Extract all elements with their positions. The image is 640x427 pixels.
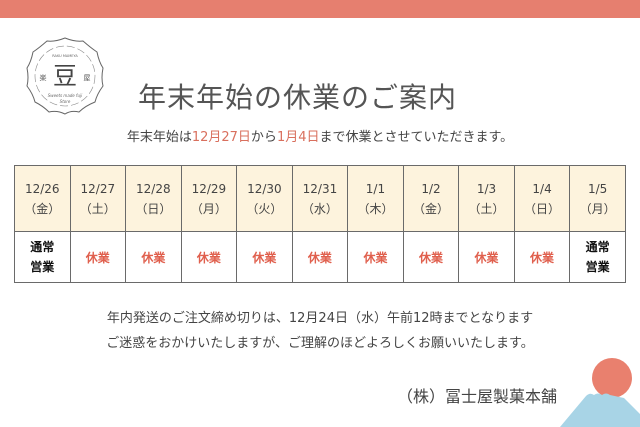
status-text: 休業 xyxy=(196,250,221,265)
weekday: （月） xyxy=(579,201,616,216)
subtitle-text: から xyxy=(250,130,277,145)
status-text: 休業 xyxy=(141,250,166,265)
svg-text:Sweets made fuji: Sweets made fuji xyxy=(48,93,83,98)
date: 12/29 xyxy=(191,181,227,196)
status-closed: 休業 xyxy=(402,231,460,283)
mount-fuji-icon xyxy=(560,358,640,427)
status-text: 休業 xyxy=(252,250,277,265)
date-row: 12/26 （金） 12/27 （土） 12/28 （日） 12/29 （月） 12/30 （火）… xyxy=(14,165,626,232)
end-date: 1月4日 xyxy=(276,130,320,145)
status-text: 通常 xyxy=(30,240,55,254)
date: 1/1 xyxy=(365,181,386,196)
subtitle-text: まで休業とさせていただきます。 xyxy=(319,130,514,145)
status-text: 休業 xyxy=(530,250,555,265)
weekday: （日） xyxy=(524,201,561,216)
date: 1/2 xyxy=(421,181,441,196)
weekday: （水） xyxy=(301,201,338,216)
status-open: 通常 営業 xyxy=(14,231,71,283)
date: 1/4 xyxy=(532,181,552,196)
notice-line: ご迷惑をおかけいたしますが、ご理解のほどよろしくお願いいたします。 xyxy=(106,336,534,351)
date: 1/5 xyxy=(588,181,608,196)
weekday: （金） xyxy=(24,201,61,216)
date: 12/26 xyxy=(24,181,60,196)
status-open: 通常 営業 xyxy=(569,231,626,283)
logo: 豆 楽 屋 RAKU MAMEYA Sweets made fuji Store xyxy=(26,37,104,115)
status-text: 休業 xyxy=(418,250,443,265)
top-bar xyxy=(0,0,640,18)
date: 12/27 xyxy=(80,181,116,196)
date: 12/28 xyxy=(136,181,171,196)
weekday: （土） xyxy=(468,201,505,216)
weekday: （火） xyxy=(246,201,283,216)
notice-line: 年内発送のご注文締め切りは、12月24日（水）午前12時までとなります xyxy=(106,311,534,326)
status-closed: 休業 xyxy=(180,231,238,283)
page-title: 年末年始の休業のご案内 xyxy=(138,81,458,114)
status-text: 通常 xyxy=(585,240,610,254)
start-date: 12月27日 xyxy=(191,130,251,145)
status-closed: 休業 xyxy=(236,231,293,283)
date-cell: 1/4 （日） xyxy=(513,165,571,232)
date-cell: 12/29 （月） xyxy=(180,165,238,232)
status-text: 休業 xyxy=(85,250,110,265)
svg-text:楽: 楽 xyxy=(40,73,47,82)
status-text: 休業 xyxy=(363,250,388,265)
weekday: （木） xyxy=(357,201,394,216)
status-row: 通常 営業 休業 休業 休業 休業 休業 休業 休業 休業 休業 通常 営業 xyxy=(14,231,626,283)
status-closed: 休業 xyxy=(458,231,515,283)
date-cell: 1/2 （金） xyxy=(402,165,460,232)
date-cell: 12/26 （金） xyxy=(14,165,71,232)
status-text: 営業 xyxy=(30,260,55,274)
date-cell: 12/30 （火） xyxy=(236,165,293,232)
svg-text:屋: 屋 xyxy=(84,74,91,82)
date-cell: 1/1 （木） xyxy=(347,165,404,232)
company-signature: （株）冨士屋製菓本舗 xyxy=(397,387,558,406)
date: 1/3 xyxy=(476,181,497,196)
date: 12/30 xyxy=(247,181,282,196)
subtitle-text: 年末年始は xyxy=(126,130,192,145)
weekday: （月） xyxy=(190,201,227,216)
weekday: （土） xyxy=(79,201,116,216)
svg-text:豆: 豆 xyxy=(53,62,77,90)
date-cell: 12/28 （日） xyxy=(125,165,182,232)
date-cell: 12/31 （水） xyxy=(291,165,349,232)
date-cell: 1/5 （月） xyxy=(569,165,626,232)
status-text: 休業 xyxy=(474,250,499,265)
weekday: （金） xyxy=(412,201,449,216)
status-closed: 休業 xyxy=(69,231,127,283)
schedule-table: 12/26 （金） 12/27 （土） 12/28 （日） 12/29 （月） 12/30 （火）… xyxy=(14,165,626,283)
subtitle: 年末年始は12月27日から1月4日まで休業とさせていただきます。 xyxy=(0,126,640,145)
status-text: 休業 xyxy=(307,250,332,265)
date-cell: 12/27 （土） xyxy=(69,165,127,232)
date-cell: 1/3 （土） xyxy=(458,165,515,232)
date: 12/31 xyxy=(302,181,338,196)
status-closed: 休業 xyxy=(291,231,349,283)
status-text: 営業 xyxy=(585,260,610,274)
weekday: （日） xyxy=(135,201,172,216)
status-closed: 休業 xyxy=(347,231,404,283)
status-closed: 休業 xyxy=(125,231,182,283)
notice: 年内発送のご注文締め切りは、12月24日（水）午前12時までとなります ご迷惑を… xyxy=(0,306,640,356)
svg-text:RAKU MAMEYA: RAKU MAMEYA xyxy=(52,54,78,58)
svg-text:Store: Store xyxy=(60,99,71,104)
status-closed: 休業 xyxy=(513,231,571,283)
